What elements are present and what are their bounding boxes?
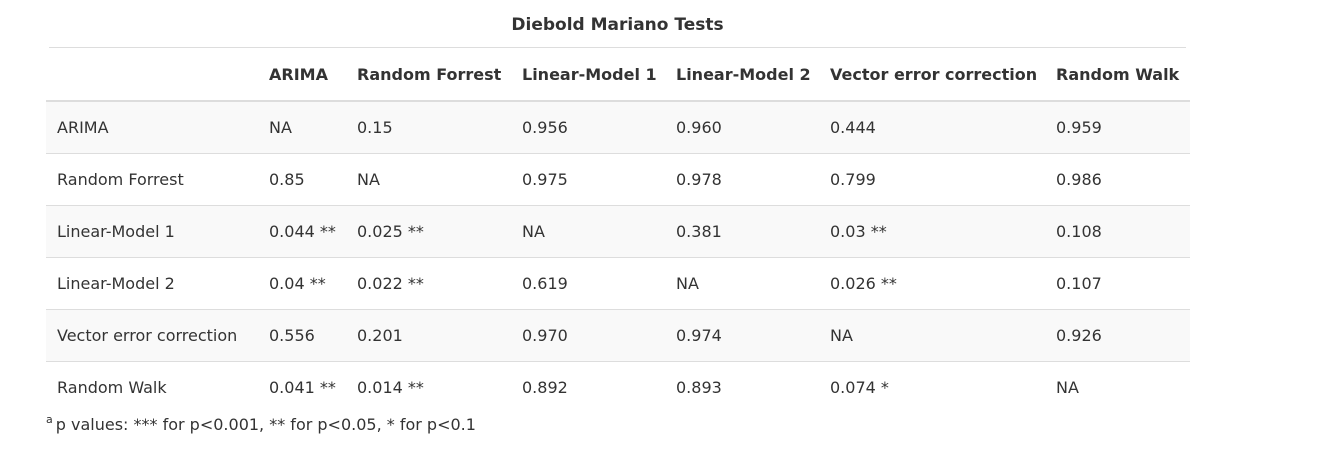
row-label: Random Forrest	[46, 153, 258, 206]
diebold-mariano-table-container: Diebold Mariano Tests ARIMA Random Forre…	[46, 0, 1190, 434]
table-cell: 0.04 **	[258, 257, 346, 310]
table-cell: NA	[346, 153, 511, 206]
table-cell: 0.107	[1045, 257, 1190, 310]
table-row: Linear-Model 1 0.044 ** 0.025 ** NA 0.38…	[46, 205, 1190, 258]
footnote-marker: a	[46, 413, 53, 426]
table-row: Linear-Model 2 0.04 ** 0.022 ** 0.619 NA…	[46, 257, 1190, 310]
row-label: Linear-Model 2	[46, 257, 258, 310]
table-cell: 0.041 **	[269, 378, 336, 397]
table-cell: 0.926	[1045, 309, 1190, 362]
table-cell: 0.381	[665, 205, 819, 258]
table-cell: 0.978	[665, 153, 819, 206]
table-caption: Diebold Mariano Tests	[49, 0, 1186, 48]
row-label: ARIMA	[46, 101, 258, 154]
table-cell: 0.044 **	[258, 205, 346, 258]
table-row: Random Walk 0.041 ** 0.014 ** 0.892 0.89…	[46, 362, 1190, 414]
table-cell: 0.15	[346, 101, 511, 154]
table-cell: 0.970	[511, 309, 665, 362]
table-cell: 0.025 **	[346, 205, 511, 258]
table-cell: 0.799	[819, 153, 1045, 206]
table-cell: 0.022 **	[346, 257, 511, 310]
table-cell: NA	[511, 205, 665, 258]
column-header: Random Walk	[1045, 48, 1190, 102]
table-cell: 0.974	[665, 309, 819, 362]
table-cell: 0.026 **	[819, 257, 1045, 310]
table-cell: 0.03 **	[819, 205, 1045, 258]
table-cell: 0.986	[1045, 153, 1190, 206]
column-header: Linear-Model 2	[665, 48, 819, 102]
row-label: Linear-Model 1	[46, 205, 258, 258]
table-cell: 0.444	[819, 101, 1045, 154]
table-cell: 0.108	[1045, 205, 1190, 258]
table-cell: 0.556	[258, 309, 346, 362]
table-cell: 0.074 *	[830, 378, 889, 397]
table-cell: 0.959	[1045, 101, 1190, 154]
footnote-text: p values: *** for p<0.001, ** for p<0.05…	[55, 415, 476, 434]
header-row: ARIMA Random Forrest Linear-Model 1 Line…	[46, 48, 1190, 102]
table-cell: 0.201	[346, 309, 511, 362]
table-row: ARIMA NA 0.15 0.956 0.960 0.444 0.959	[46, 101, 1190, 154]
row-label: Vector error correction	[46, 309, 258, 362]
column-header: Random Forrest	[346, 48, 511, 102]
table-cell: NA	[819, 309, 1045, 362]
table-cell: NA	[665, 257, 819, 310]
column-header: ARIMA	[258, 48, 346, 102]
table-cell: 0.85	[258, 153, 346, 206]
table-cell: 0.956	[511, 101, 665, 154]
column-header: Vector error correction	[819, 48, 1045, 102]
column-header	[46, 48, 258, 102]
table-cell: 0.975	[511, 153, 665, 206]
table-cell: 0.014 **	[357, 378, 424, 397]
table-row: Vector error correction 0.556 0.201 0.97…	[46, 309, 1190, 362]
table-cell: 0.892	[522, 378, 568, 397]
table-cell: 0.893	[676, 378, 722, 397]
diebold-mariano-table: ARIMA Random Forrest Linear-Model 1 Line…	[46, 48, 1190, 413]
table-cell: 0.960	[665, 101, 819, 154]
table-row: Random Forrest 0.85 NA 0.975 0.978 0.799…	[46, 153, 1190, 206]
table-cell: 0.619	[511, 257, 665, 310]
table-cell: NA	[258, 101, 346, 154]
column-header: Linear-Model 1	[511, 48, 665, 102]
table-cell: NA	[1056, 378, 1079, 397]
row-label: Random Walk	[57, 378, 167, 397]
